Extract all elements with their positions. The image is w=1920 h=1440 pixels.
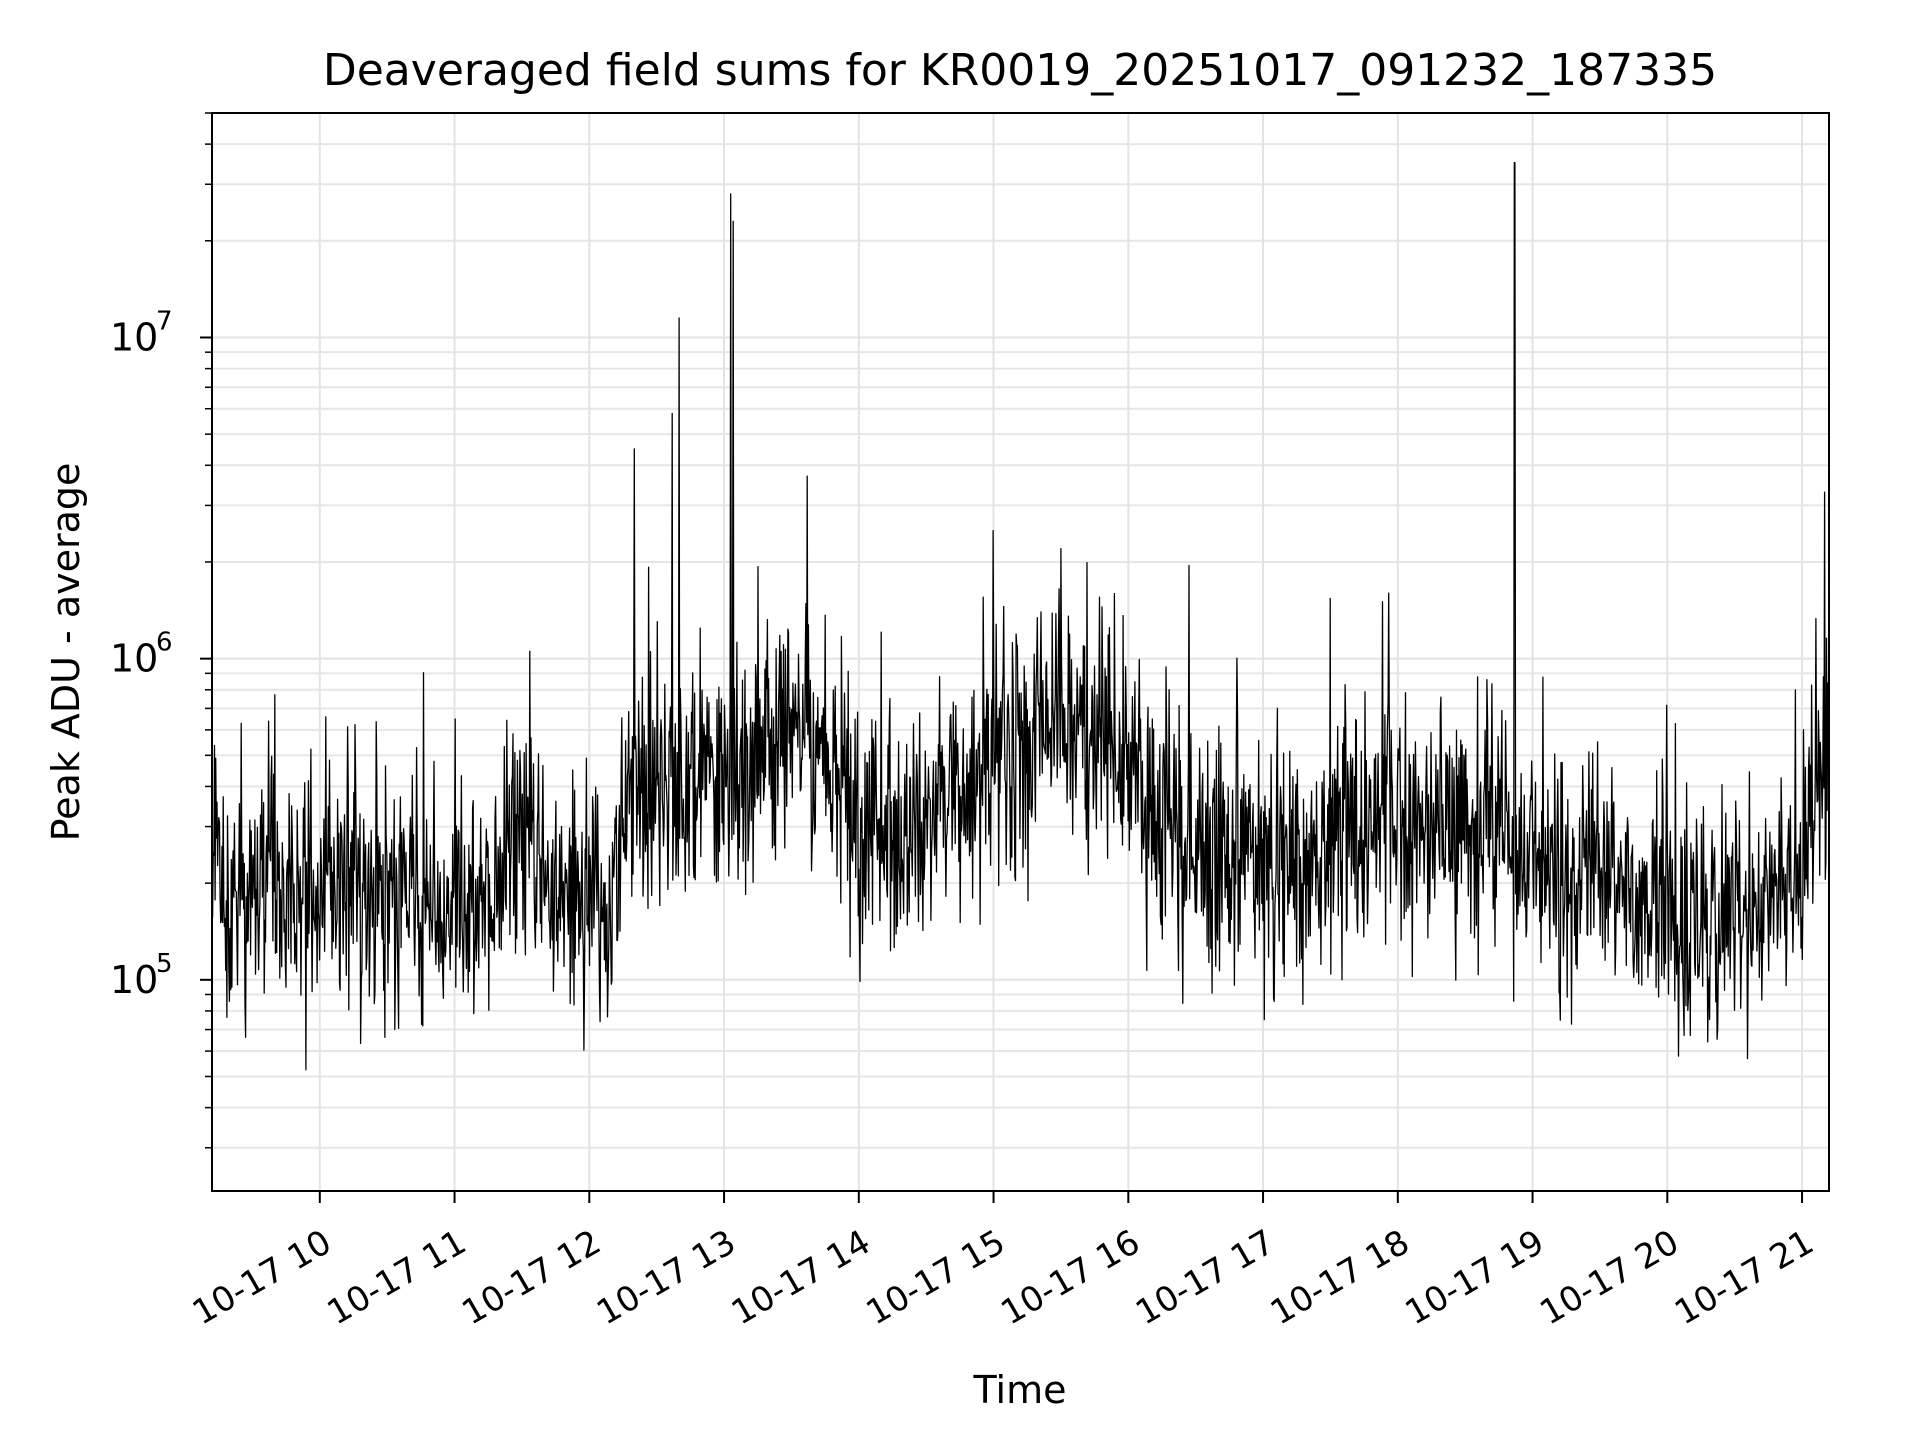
y-tick-exponent: 7 <box>156 306 173 336</box>
series-layer <box>211 162 1830 1071</box>
y-axis-label: Peak ADU - average <box>44 463 88 842</box>
major-gridlines <box>212 113 1829 1191</box>
y-tick-label: 10 <box>110 958 158 1002</box>
chart-title: Deaveraged field sums for KR0019_2025101… <box>323 45 1717 96</box>
y-tick-exponent: 6 <box>156 628 173 658</box>
y-tick-label: 10 <box>110 637 158 681</box>
x-axis-label: Time <box>973 1368 1067 1412</box>
series-line <box>211 162 1830 1071</box>
plot-frame <box>211 112 1830 1192</box>
y-tick-exponent: 5 <box>156 949 173 979</box>
y-tick-label: 10 <box>110 315 158 359</box>
